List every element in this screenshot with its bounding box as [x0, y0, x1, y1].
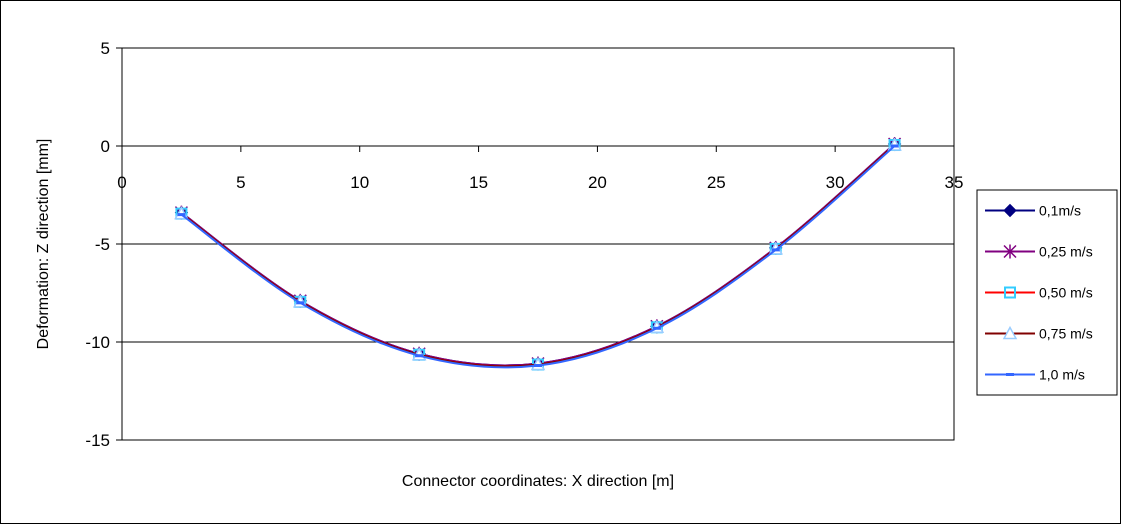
series-4-point-5 — [771, 248, 780, 252]
legend-marker-2 — [1004, 286, 1016, 299]
series-lines — [174, 137, 902, 371]
legend-label-1: 0,25 m/s — [1039, 244, 1093, 260]
legend-marker-0 — [1003, 203, 1017, 218]
series-4-point-3 — [534, 364, 542, 368]
series-4-point-4 — [652, 326, 661, 330]
y-tick-label-4: -15 — [85, 431, 110, 450]
axes — [116, 47, 955, 441]
series-4-point-0 — [177, 213, 186, 217]
series-4-point-6 — [890, 144, 899, 148]
legend-marker-1 — [1003, 244, 1017, 259]
legend-label-2: 0,50 m/s — [1039, 285, 1093, 301]
y-tick-label-3: -10 — [85, 333, 110, 352]
y-tick-label-1: 0 — [101, 137, 110, 156]
legend-label-0: 0,1m/s — [1039, 203, 1081, 219]
x-tick-label-7: 35 — [945, 173, 964, 192]
x-tick-label-3: 15 — [469, 173, 488, 192]
x-tick-label-1: 5 — [236, 173, 245, 192]
x-tick-label-0: 0 — [117, 173, 126, 192]
x-axis-title: Connector coordinates: X direction [m] — [402, 473, 674, 490]
x-tick-label-6: 30 — [826, 173, 845, 192]
x-tick-label-5: 25 — [707, 173, 726, 192]
legend-marker-4 — [1006, 373, 1014, 376]
y-tick-label-2: -5 — [95, 235, 110, 254]
series-4-point-1 — [296, 301, 305, 305]
y-tick-label-0: 5 — [101, 39, 110, 58]
series-4-point-2 — [415, 354, 424, 358]
tick-labels: 5 0 -5 -10 -15 0 5 10 15 20 25 30 35 — [85, 39, 963, 450]
legend-marker-3 — [1002, 325, 1018, 340]
x-tick-label-4: 20 — [588, 173, 607, 192]
y-axis-title: Deformation: Z direction [mm] — [35, 139, 52, 350]
x-tick-label-2: 10 — [350, 173, 369, 192]
legend-label-3: 0,75 m/s — [1039, 326, 1093, 342]
legend: 0,1m/s 0,25 m/s 0,50 m/s 0,75 m/s 1,0 m/s — [985, 203, 1093, 383]
legend-label-4: 1,0 m/s — [1039, 367, 1085, 383]
